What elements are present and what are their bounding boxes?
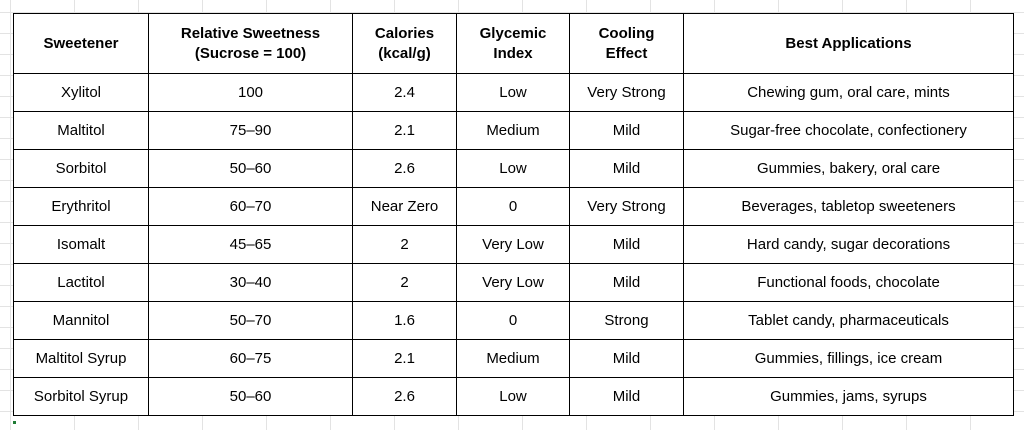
cell-best-applications[interactable]: Gummies, jams, syrups bbox=[683, 377, 1014, 416]
cell-cooling-effect[interactable]: Very Strong bbox=[569, 187, 684, 226]
cell-best-applications[interactable]: Tablet candy, pharmaceuticals bbox=[683, 301, 1014, 340]
table-row: Erythritol 60–70 Near Zero 0 Very Strong… bbox=[13, 187, 1014, 226]
cell-sweetener[interactable]: Xylitol bbox=[13, 73, 149, 112]
cell-sweetener[interactable]: Sorbitol bbox=[13, 149, 149, 188]
header-line: (kcal/g) bbox=[378, 44, 431, 62]
header-cooling-effect[interactable]: Cooling Effect bbox=[569, 13, 684, 74]
cell-calories[interactable]: 1.6 bbox=[352, 301, 457, 340]
header-line: Relative Sweetness bbox=[180, 24, 321, 42]
table-header-row: Sweetener Relative Sweetness (Sucrose = … bbox=[13, 13, 1014, 74]
table-row: Mannitol 50–70 1.6 0 Strong Tablet candy… bbox=[13, 301, 1014, 340]
cell-best-applications[interactable]: Chewing gum, oral care, mints bbox=[683, 73, 1014, 112]
cell-calories[interactable]: 2.6 bbox=[352, 377, 457, 416]
cell-relative-sweetness[interactable]: 45–65 bbox=[148, 225, 353, 264]
cell-calories[interactable]: 2.1 bbox=[352, 339, 457, 378]
cell-sweetener[interactable]: Sorbitol Syrup bbox=[13, 377, 149, 416]
cell-relative-sweetness[interactable]: 50–60 bbox=[148, 149, 353, 188]
header-sweetener[interactable]: Sweetener bbox=[13, 13, 149, 74]
cell-glycemic-index[interactable]: Low bbox=[456, 377, 570, 416]
table-row: Maltitol Syrup 60–75 2.1 Medium Mild Gum… bbox=[13, 339, 1014, 378]
header-line: Index bbox=[493, 44, 533, 62]
cell-relative-sweetness[interactable]: 30–40 bbox=[148, 263, 353, 302]
header-line: Glycemic bbox=[479, 24, 547, 42]
cell-calories[interactable]: 2.1 bbox=[352, 111, 457, 150]
header-line: (Sucrose = 100) bbox=[194, 44, 307, 62]
header-glycemic-index[interactable]: Glycemic Index bbox=[456, 13, 570, 74]
cell-best-applications[interactable]: Sugar-free chocolate, confectionery bbox=[683, 111, 1014, 150]
cell-glycemic-index[interactable]: Very Low bbox=[456, 263, 570, 302]
cell-glycemic-index[interactable]: Very Low bbox=[456, 225, 570, 264]
cell-best-applications[interactable]: Hard candy, sugar decorations bbox=[683, 225, 1014, 264]
cell-calories[interactable]: 2 bbox=[352, 225, 457, 264]
cell-calories[interactable]: Near Zero bbox=[352, 187, 457, 226]
cell-relative-sweetness[interactable]: 50–60 bbox=[148, 377, 353, 416]
header-best-applications[interactable]: Best Applications bbox=[683, 13, 1014, 74]
cell-glycemic-index[interactable]: 0 bbox=[456, 187, 570, 226]
header-line: Cooling bbox=[598, 24, 655, 42]
cell-calories[interactable]: 2.6 bbox=[352, 149, 457, 188]
cell-sweetener[interactable]: Mannitol bbox=[13, 301, 149, 340]
cell-sweetener[interactable]: Erythritol bbox=[13, 187, 149, 226]
header-calories[interactable]: Calories (kcal/g) bbox=[352, 13, 457, 74]
header-relative-sweetness[interactable]: Relative Sweetness (Sucrose = 100) bbox=[148, 13, 353, 74]
cell-relative-sweetness[interactable]: 60–70 bbox=[148, 187, 353, 226]
table-body: Xylitol 100 2.4 Low Very Strong Chewing … bbox=[13, 73, 1014, 416]
table-row: Lactitol 30–40 2 Very Low Mild Functiona… bbox=[13, 263, 1014, 302]
cell-cooling-effect[interactable]: Mild bbox=[569, 377, 684, 416]
cell-relative-sweetness[interactable]: 75–90 bbox=[148, 111, 353, 150]
cell-relative-sweetness[interactable]: 60–75 bbox=[148, 339, 353, 378]
cell-glycemic-index[interactable]: Medium bbox=[456, 339, 570, 378]
header-line: Sweetener bbox=[43, 34, 119, 52]
cell-cooling-effect[interactable]: Mild bbox=[569, 111, 684, 150]
cell-cooling-effect[interactable]: Mild bbox=[569, 263, 684, 302]
cell-sweetener[interactable]: Lactitol bbox=[13, 263, 149, 302]
cell-best-applications[interactable]: Beverages, tabletop sweeteners bbox=[683, 187, 1014, 226]
cell-selection-handle[interactable] bbox=[13, 421, 16, 424]
cell-cooling-effect[interactable]: Mild bbox=[569, 225, 684, 264]
cell-cooling-effect[interactable]: Mild bbox=[569, 339, 684, 378]
cell-calories[interactable]: 2 bbox=[352, 263, 457, 302]
table-row: Xylitol 100 2.4 Low Very Strong Chewing … bbox=[13, 73, 1014, 112]
cell-best-applications[interactable]: Gummies, fillings, ice cream bbox=[683, 339, 1014, 378]
cell-sweetener[interactable]: Maltitol bbox=[13, 111, 149, 150]
cell-sweetener[interactable]: Maltitol Syrup bbox=[13, 339, 149, 378]
cell-relative-sweetness[interactable]: 100 bbox=[148, 73, 353, 112]
cell-cooling-effect[interactable]: Strong bbox=[569, 301, 684, 340]
table-row: Maltitol 75–90 2.1 Medium Mild Sugar-fre… bbox=[13, 111, 1014, 150]
cell-best-applications[interactable]: Functional foods, chocolate bbox=[683, 263, 1014, 302]
table-row: Sorbitol Syrup 50–60 2.6 Low Mild Gummie… bbox=[13, 377, 1014, 416]
cell-relative-sweetness[interactable]: 50–70 bbox=[148, 301, 353, 340]
table-row: Sorbitol 50–60 2.6 Low Mild Gummies, bak… bbox=[13, 149, 1014, 188]
header-line: Calories bbox=[374, 24, 435, 42]
cell-glycemic-index[interactable]: Low bbox=[456, 149, 570, 188]
cell-glycemic-index[interactable]: Medium bbox=[456, 111, 570, 150]
sweetener-comparison-table: Sweetener Relative Sweetness (Sucrose = … bbox=[13, 13, 1014, 416]
header-line: Effect bbox=[605, 44, 648, 62]
cell-cooling-effect[interactable]: Very Strong bbox=[569, 73, 684, 112]
cell-sweetener[interactable]: Isomalt bbox=[13, 225, 149, 264]
header-line: Best Applications bbox=[785, 34, 912, 52]
table-row: Isomalt 45–65 2 Very Low Mild Hard candy… bbox=[13, 225, 1014, 264]
cell-best-applications[interactable]: Gummies, bakery, oral care bbox=[683, 149, 1014, 188]
cell-calories[interactable]: 2.4 bbox=[352, 73, 457, 112]
cell-glycemic-index[interactable]: Low bbox=[456, 73, 570, 112]
cell-cooling-effect[interactable]: Mild bbox=[569, 149, 684, 188]
cell-glycemic-index[interactable]: 0 bbox=[456, 301, 570, 340]
